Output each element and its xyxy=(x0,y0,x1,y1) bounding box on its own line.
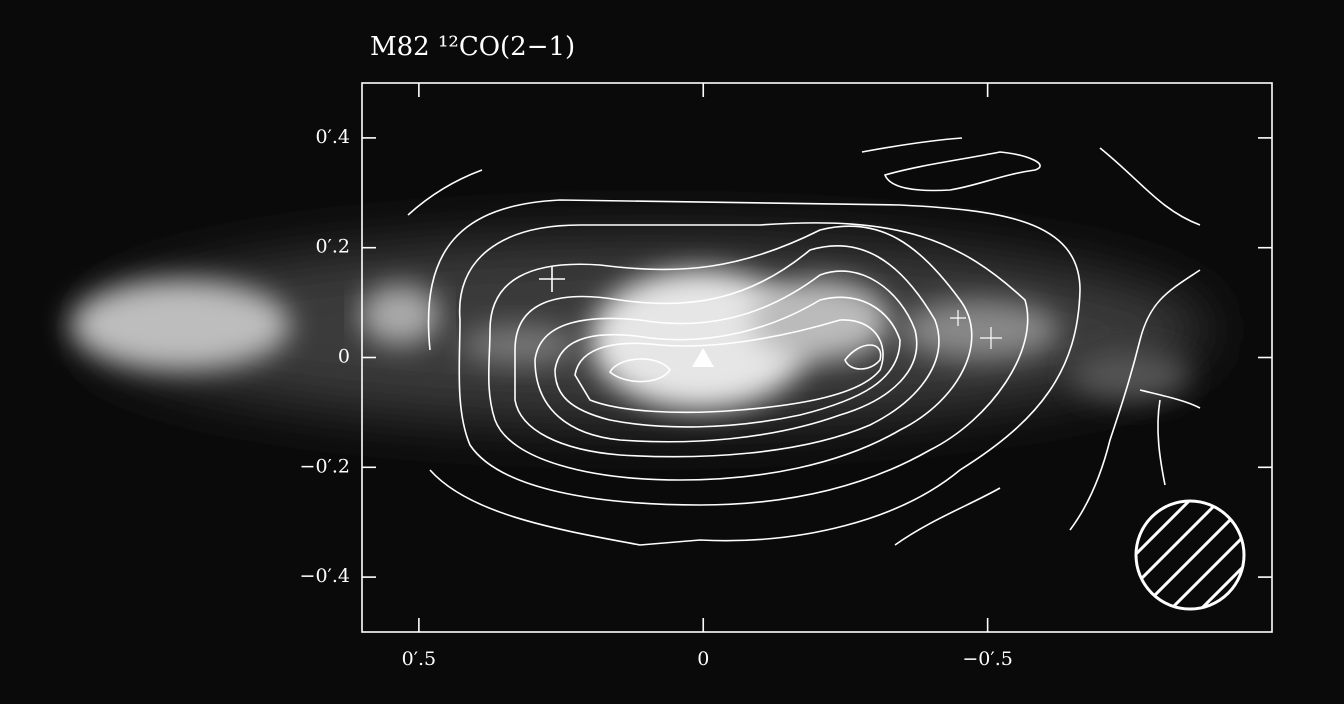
chart: M82 ¹²CO(2−1) 0′.5 0 −0′.5 0′.4 0′.2 0 −0′.2 −0… xyxy=(0,0,1344,704)
y-tick-label: −0′.4 xyxy=(300,565,350,587)
y-tick-label: −0′.2 xyxy=(300,455,350,477)
y-tick-label: 0′.4 xyxy=(315,126,350,148)
y-tick-label: 0 xyxy=(338,346,350,368)
x-tick-label: 0 xyxy=(697,648,709,670)
x-tick-label: 0′.5 xyxy=(402,648,437,670)
y-tick-label: 0′.2 xyxy=(315,236,350,258)
chart-title: M82 ¹²CO(2−1) xyxy=(370,32,575,62)
x-tick-label: −0′.5 xyxy=(962,648,1012,670)
